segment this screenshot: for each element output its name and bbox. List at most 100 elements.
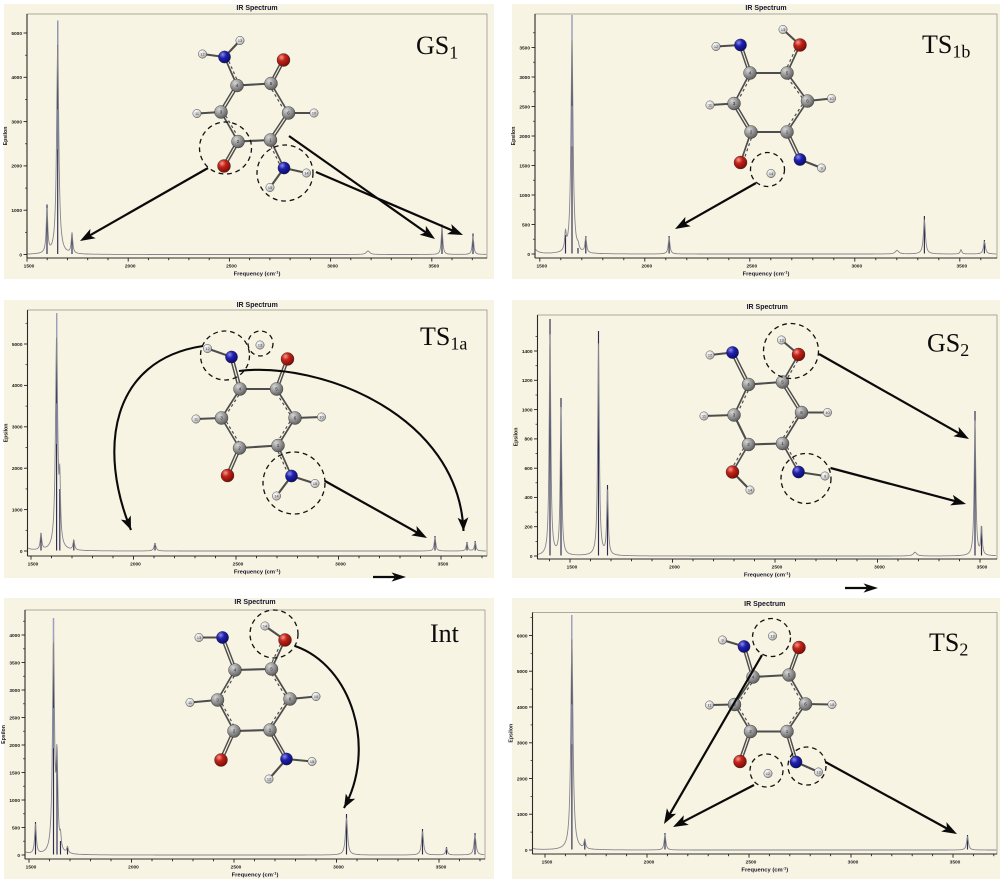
svg-text:Frequency (cm-1): Frequency (cm-1) (744, 571, 791, 579)
svg-text:2500: 2500 (226, 264, 237, 270)
svg-text:GS1: GS1 (416, 31, 458, 63)
svg-text:1500: 1500 (536, 264, 547, 270)
svg-text:4: 4 (747, 382, 750, 387)
svg-text:0: 0 (20, 549, 23, 555)
svg-text:14: 14 (769, 172, 773, 176)
svg-text:2500: 2500 (233, 562, 244, 568)
svg-text:13: 13 (238, 39, 242, 43)
svg-text:3000: 3000 (327, 264, 338, 270)
svg-text:2000: 2000 (519, 134, 530, 140)
svg-text:11: 11 (194, 417, 198, 421)
svg-text:12: 12 (714, 45, 718, 49)
svg-text:15: 15 (313, 482, 317, 486)
svg-text:1500: 1500 (519, 163, 530, 169)
svg-text:3500: 3500 (956, 264, 967, 270)
svg-text:Epsilon: Epsilon (514, 428, 520, 447)
svg-text:3500: 3500 (9, 660, 20, 666)
svg-text:3000: 3000 (12, 425, 23, 431)
svg-text:6: 6 (289, 696, 292, 701)
svg-text:2500: 2500 (519, 104, 530, 110)
svg-text:10: 10 (312, 111, 316, 115)
svg-text:1000: 1000 (12, 507, 23, 513)
svg-text:3000: 3000 (333, 865, 344, 871)
svg-text:3000: 3000 (517, 741, 528, 747)
svg-text:2: 2 (749, 729, 752, 734)
svg-text:2: 2 (233, 728, 236, 733)
svg-text:14: 14 (304, 171, 308, 175)
svg-text:1500: 1500 (26, 865, 37, 871)
svg-text:4000: 4000 (9, 633, 20, 639)
svg-text:1000: 1000 (9, 798, 20, 804)
svg-text:15: 15 (310, 760, 314, 764)
svg-text:Frequency (cm-1): Frequency (cm-1) (741, 866, 788, 874)
svg-text:Frequency (cm-1): Frequency (cm-1) (232, 871, 279, 879)
svg-text:500: 500 (12, 825, 20, 831)
svg-text:600: 600 (524, 466, 532, 472)
svg-text:9: 9 (721, 638, 723, 642)
svg-text:2000: 2000 (9, 743, 20, 749)
svg-text:11: 11 (188, 701, 192, 705)
svg-text:3000: 3000 (519, 75, 530, 81)
svg-text:5: 5 (275, 386, 278, 391)
svg-text:3000: 3000 (851, 264, 862, 270)
svg-text:10: 10 (830, 703, 834, 707)
svg-text:3000: 3000 (9, 688, 20, 694)
svg-text:15: 15 (268, 186, 272, 190)
svg-text:IR Spectrum: IR Spectrum (236, 5, 277, 12)
svg-text:11: 11 (708, 703, 712, 707)
svg-text:5: 5 (788, 672, 791, 677)
svg-text:0: 0 (17, 853, 20, 859)
svg-text:1000: 1000 (517, 812, 528, 818)
svg-text:Int: Int (430, 619, 460, 648)
svg-text:3: 3 (220, 109, 223, 114)
svg-text:9: 9 (824, 474, 826, 478)
svg-text:6000: 6000 (517, 633, 528, 639)
svg-text:1: 1 (781, 441, 784, 446)
svg-text:2500: 2500 (746, 264, 757, 270)
svg-text:IR Spectrum: IR Spectrum (234, 599, 275, 606)
svg-text:1000: 1000 (522, 407, 533, 413)
svg-text:3: 3 (216, 697, 219, 702)
svg-text:4: 4 (752, 674, 755, 679)
svg-text:0: 0 (530, 554, 533, 560)
svg-text:400: 400 (524, 495, 532, 501)
svg-text:11: 11 (708, 103, 712, 107)
svg-text:Epsilon: Epsilon (1, 725, 7, 744)
svg-text:IR Spectrum: IR Spectrum (237, 302, 278, 309)
svg-text:IR Spectrum: IR Spectrum (744, 601, 785, 608)
svg-text:12: 12 (200, 52, 204, 56)
svg-text:13: 13 (770, 634, 774, 638)
svg-text:14: 14 (748, 488, 752, 492)
svg-text:3000: 3000 (11, 119, 22, 125)
svg-text:13: 13 (197, 636, 201, 640)
svg-text:2: 2 (750, 129, 753, 134)
svg-text:5: 5 (270, 81, 273, 86)
svg-text:6: 6 (287, 110, 290, 115)
svg-text:2000: 2000 (128, 865, 139, 871)
svg-text:13: 13 (258, 343, 262, 347)
svg-text:0: 0 (527, 252, 530, 258)
svg-text:1000: 1000 (519, 193, 530, 199)
svg-text:2: 2 (237, 139, 240, 144)
svg-text:4: 4 (234, 667, 237, 672)
svg-text:2000: 2000 (130, 562, 141, 568)
svg-text:2000: 2000 (12, 466, 23, 472)
svg-text:1: 1 (277, 443, 280, 448)
svg-text:3500: 3500 (438, 562, 449, 568)
svg-text:Frequency (cm-1): Frequency (cm-1) (743, 270, 790, 278)
svg-text:2500: 2500 (746, 860, 757, 866)
svg-text:1500: 1500 (24, 264, 35, 270)
svg-text:2500: 2500 (9, 715, 20, 721)
svg-text:200: 200 (524, 525, 532, 531)
svg-text:IR Spectrum: IR Spectrum (745, 5, 786, 12)
svg-text:5: 5 (786, 70, 789, 75)
svg-text:2000: 2000 (644, 860, 655, 866)
svg-text:3: 3 (733, 101, 736, 106)
svg-text:2: 2 (747, 442, 750, 447)
svg-text:4000: 4000 (517, 705, 528, 711)
svg-text:4000: 4000 (11, 75, 22, 81)
svg-text:2000: 2000 (11, 164, 22, 170)
svg-text:14: 14 (263, 624, 267, 628)
svg-text:1: 1 (786, 129, 789, 134)
svg-text:3500: 3500 (950, 860, 961, 866)
